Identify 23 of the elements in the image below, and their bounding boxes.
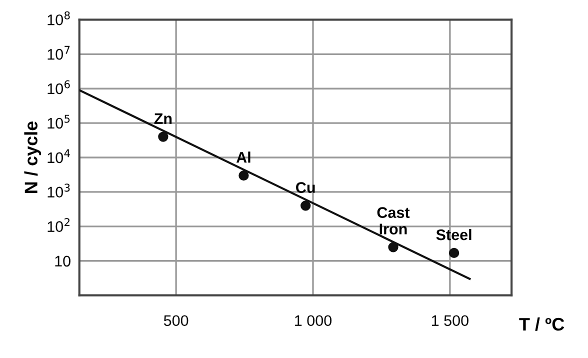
y-tick-label: 10$^{2}$ xyxy=(48,218,70,232)
y-tick-label: 10$^{5}$ xyxy=(48,114,70,129)
y-tick-label: 10$^{6}$ xyxy=(48,80,70,94)
annotation: Cast Iron xyxy=(377,207,410,234)
y-axis-title: N / cycle xyxy=(24,122,42,193)
y-tick-label: 10$^{8}$ xyxy=(48,11,70,26)
x-axis-title: T / ºC xyxy=(519,317,564,331)
annotation: Zn xyxy=(154,113,172,124)
point xyxy=(300,200,311,211)
point xyxy=(158,132,168,142)
x-tick-label: 1 500 xyxy=(432,315,468,326)
x-tick-label: 500 xyxy=(164,315,188,326)
y-tick-label: 10 xyxy=(55,256,70,267)
annotation: Al xyxy=(236,152,250,163)
point xyxy=(448,248,460,258)
y-tick-label: 10$^{3}$ xyxy=(48,184,70,198)
y-tick-label: 10$^{7}$ xyxy=(48,46,70,60)
x-tick-label: 1 000 xyxy=(295,315,332,326)
annotation: Cu xyxy=(296,182,315,193)
annotation: Steel xyxy=(436,228,472,240)
y-tick-label: 10$^{4}$ xyxy=(48,149,70,164)
point xyxy=(238,170,249,181)
point xyxy=(388,242,398,252)
